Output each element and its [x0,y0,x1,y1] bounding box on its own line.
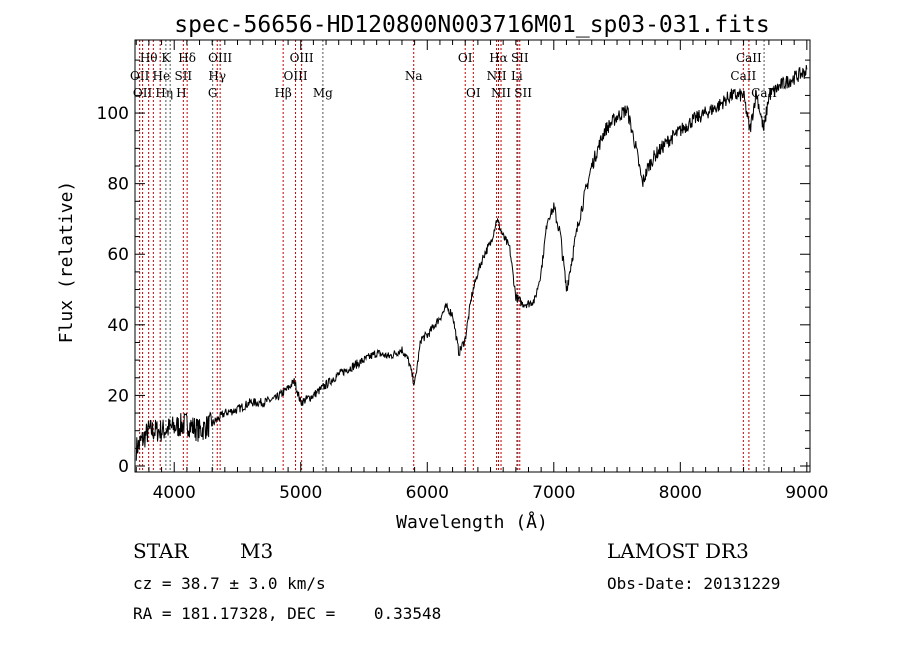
spectral-line-label: OI [466,86,481,100]
spectral-line-label: Hδ [178,51,196,65]
spectral-line-label: NII [491,86,511,100]
spectral-line-label: CaII [730,69,756,83]
spectral-line-label: OII [133,86,153,100]
chart-title: spec-56656-HD120800N003716M01_sp03-031.f… [174,12,769,38]
y-tick-label: 20 [107,386,129,406]
radec-text: RA = 181.17328, DEC = 0.33548 [133,604,441,623]
spectral-line-label: H [176,86,186,100]
spectral-line-label: K [161,51,171,65]
survey-label: LAMOST DR3 [607,539,749,563]
spectral-line-label: Hθ [140,51,158,65]
spectral-line-label: OII [130,69,150,83]
spectral-line-label: Mg [313,86,333,100]
spectral-line-label: OIII [208,51,232,65]
object-subclass: M3 [240,539,273,563]
redshift-text: cz = 38.7 ± 3.0 km/s [133,574,326,593]
x-tick-label: 5000 [279,483,322,503]
spectral-line-label: OI [458,51,473,65]
y-tick-label: 60 [107,245,129,265]
obs-date: Obs-Date: 20131229 [607,574,780,593]
y-axis-label: Flux (relative) [56,181,77,344]
spectral-line-label: NII [487,69,507,83]
y-tick-label: 40 [107,316,129,336]
spectral-line-label: Li [511,69,523,83]
spectral-line-label: He [153,69,171,83]
y-tick-label: 80 [107,175,129,195]
x-tick-label: 6000 [406,483,449,503]
spectral-line-label: SII [174,69,192,83]
x-tick-label: 4000 [153,483,196,503]
spectral-line-label: CaII [736,51,762,65]
spectral-line-label: Hα [489,51,508,65]
spectral-line-label: Hβ [274,86,291,100]
spectral-line-label: G [208,86,218,100]
x-tick-label: 7000 [532,483,575,503]
plot-frame [134,39,811,473]
spectral-line-label: Hγ [208,69,226,83]
spectral-line-label: OIII [290,51,314,65]
x-tick-label: 8000 [659,483,702,503]
x-tick-label: 9000 [785,483,828,503]
y-tick-label: 100 [97,104,129,124]
spectral-line-label: OIII [284,69,308,83]
spectral-line-label: Na [405,69,423,83]
spectrum-line [135,64,808,461]
spectral-line-label: SII [514,86,532,100]
object-class: STAR [133,539,189,563]
y-tick-label: 0 [118,457,129,477]
spectral-line-label: SII [511,51,529,65]
x-axis-label: Wavelength (Å) [396,511,548,533]
